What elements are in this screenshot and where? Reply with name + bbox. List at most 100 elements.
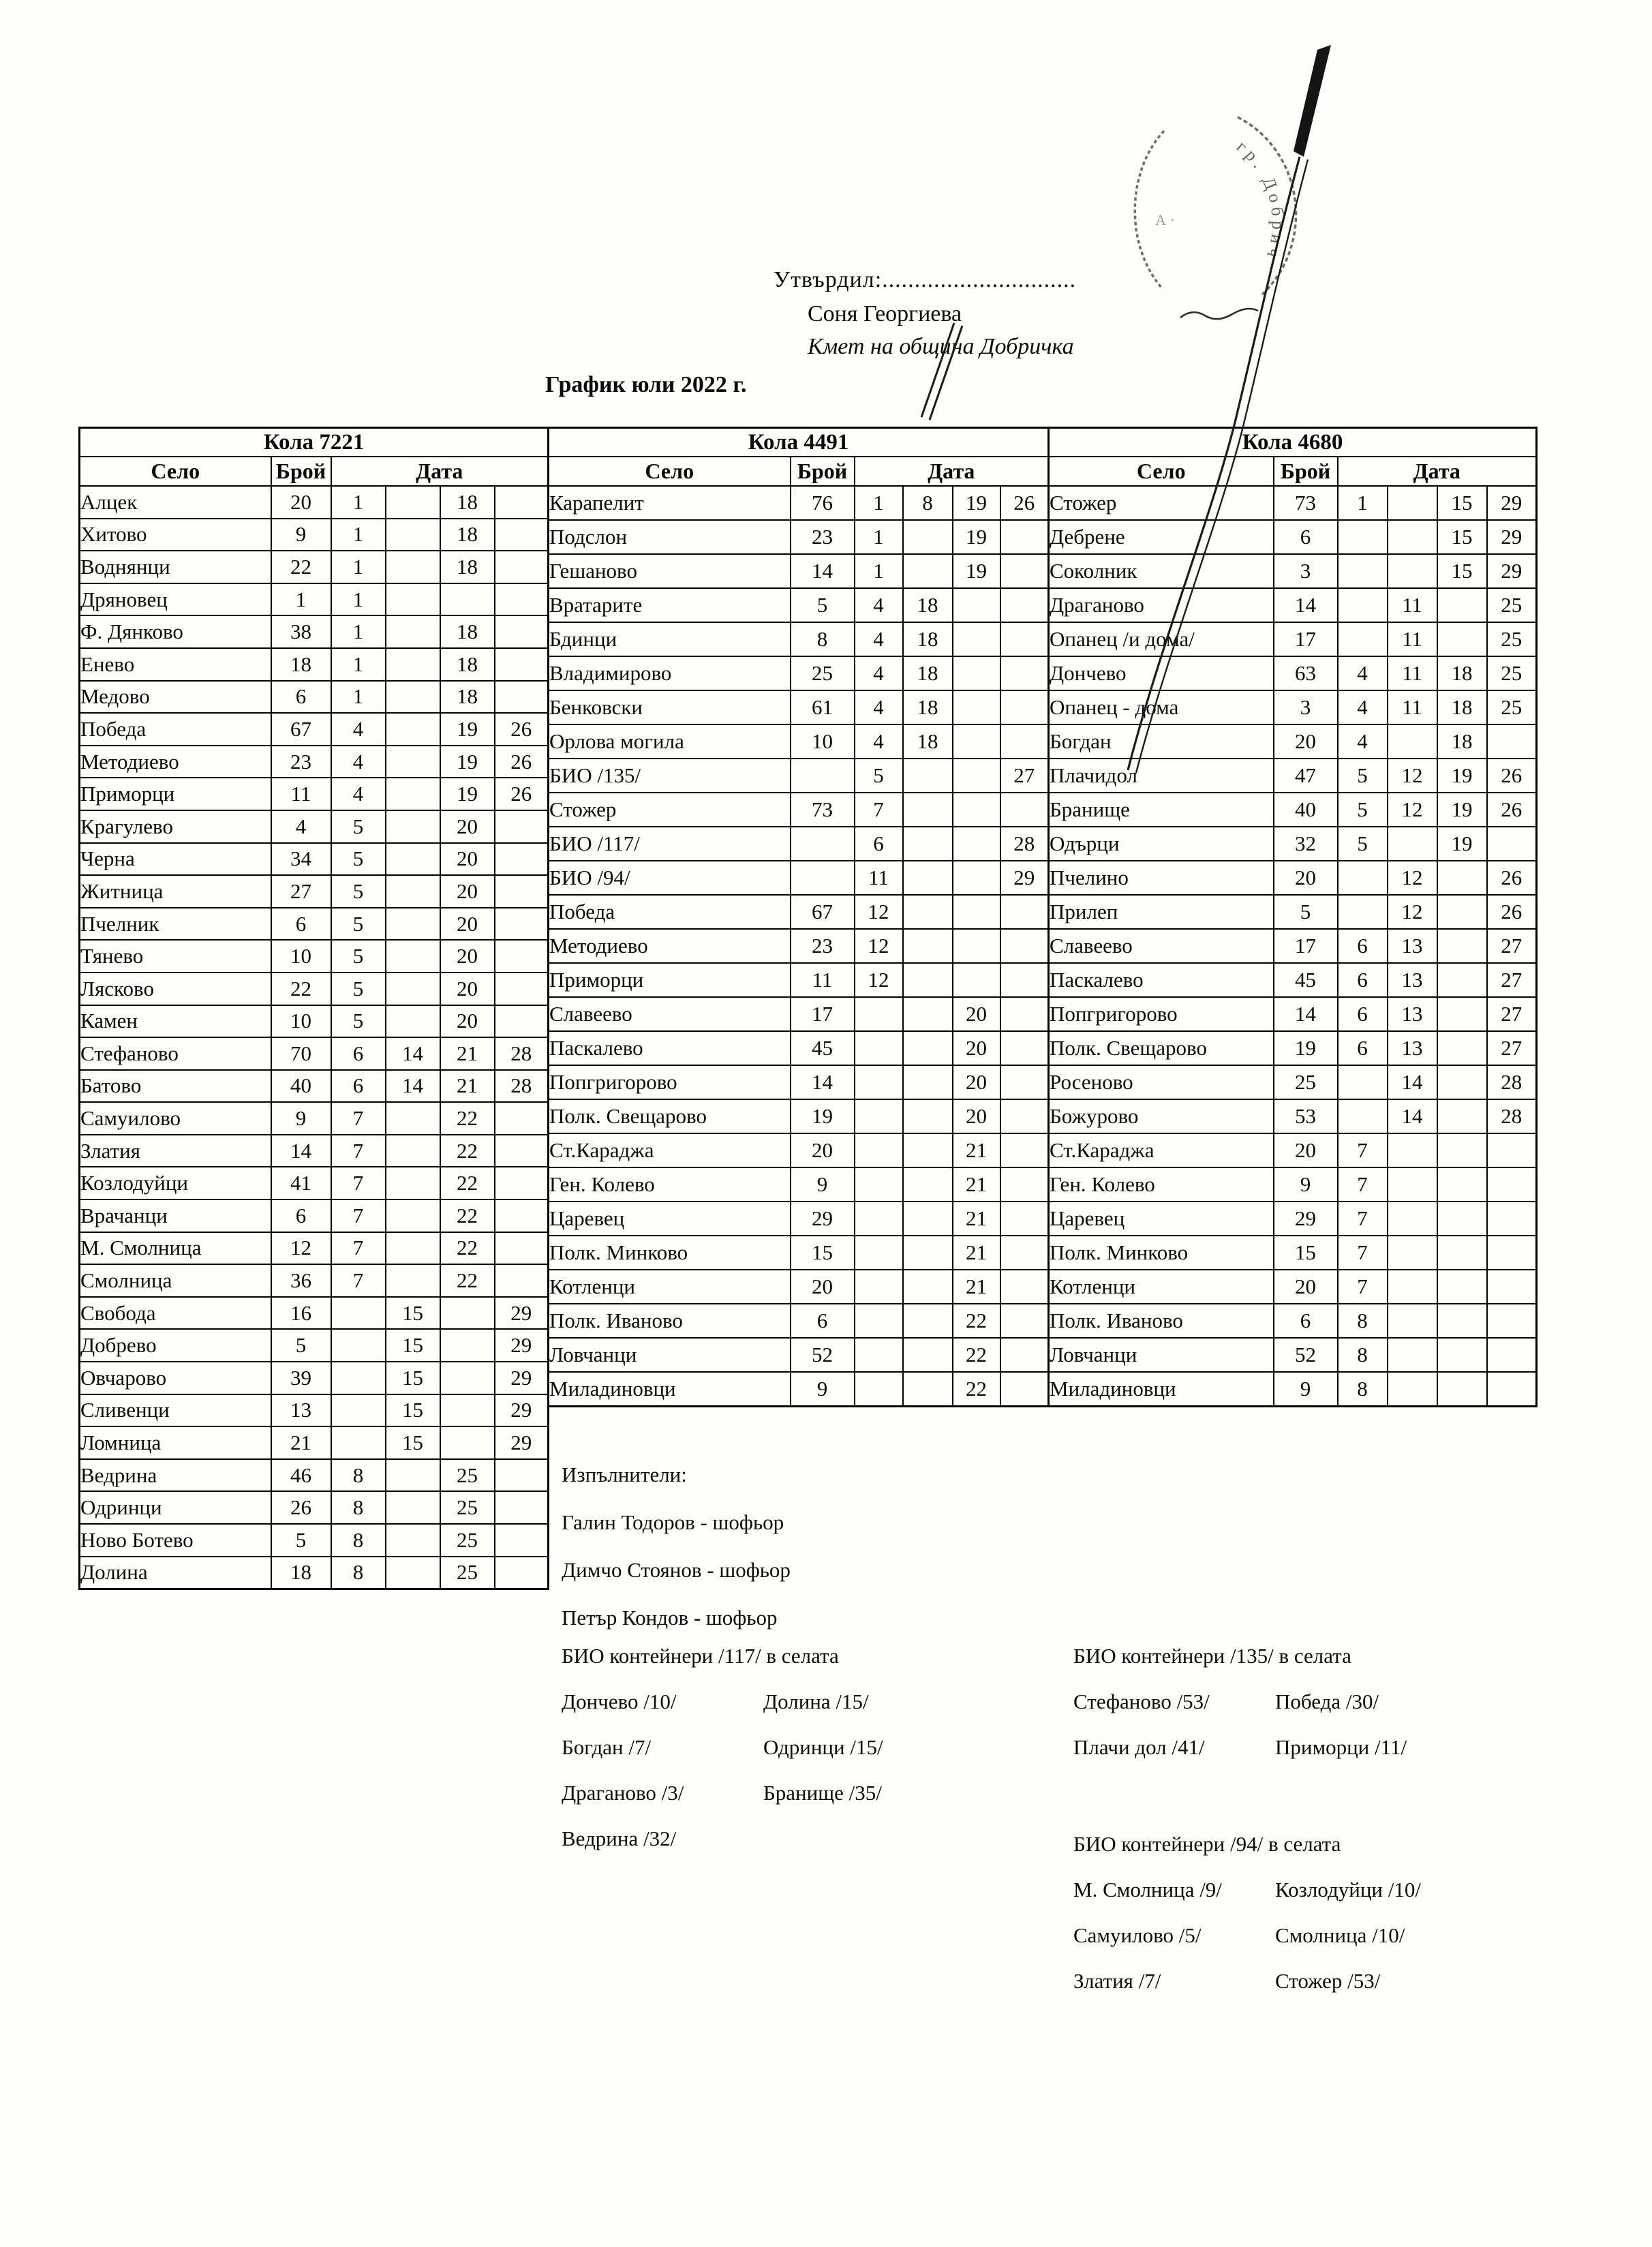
village-cell: Дряновец <box>78 582 272 617</box>
table-row: Приморци 11 4 19 26 <box>78 777 549 811</box>
date-cell-4 <box>493 874 549 908</box>
date-cell-1 <box>853 1133 904 1168</box>
date-cell-2 <box>902 1030 953 1066</box>
date-cell-4: 25 <box>1486 656 1538 691</box>
date-cell-1 <box>853 1201 904 1236</box>
date-cell-4: 27 <box>1486 996 1538 1032</box>
bio-117-block: БИО контейнери /117/ в селата Дончево /1… <box>562 1644 984 1872</box>
table-row: Полк. Иваново 6 22 <box>547 1303 1050 1339</box>
count-cell: 5 <box>270 1523 332 1557</box>
date-cell-3 <box>951 826 1001 861</box>
date-cell-3 <box>1436 1337 1488 1373</box>
date-cell-1: 1 <box>330 485 386 519</box>
village-cell: Воднянци <box>78 550 272 584</box>
car-title: Кола 4680 <box>1047 427 1538 457</box>
date-cell-2 <box>384 647 441 682</box>
village-cell: Попгригорово <box>1047 996 1274 1032</box>
date-cell-1: 4 <box>853 690 904 725</box>
count-cell: 17 <box>1272 622 1339 657</box>
bio-village-left: Ведрина /32/ <box>562 1826 677 1850</box>
date-cell-4: 29 <box>1486 519 1538 555</box>
date-cell-1: 7 <box>853 792 904 827</box>
date-cell-4 <box>999 622 1050 657</box>
date-cell-1: 7 <box>1336 1167 1388 1202</box>
date-cell-3: 20 <box>439 939 495 973</box>
date-cell-2: 11 <box>1386 622 1438 657</box>
village-cell: Ловчанци <box>1047 1337 1274 1373</box>
date-cell-2 <box>384 1133 441 1168</box>
bio-row: Плачи дол /41/ Приморци /11/ <box>1073 1735 1496 1781</box>
date-cell-3 <box>1436 996 1488 1032</box>
date-cell-1: 4 <box>1336 656 1388 691</box>
count-cell: 23 <box>789 928 855 964</box>
count-cell: 38 <box>270 615 332 649</box>
date-cell-1: 8 <box>1336 1303 1388 1339</box>
table-row: Козлодуйци 41 7 22 <box>78 1166 549 1201</box>
village-cell: Бенковски <box>547 690 791 725</box>
date-cell-3 <box>1436 587 1488 623</box>
date-cell-2 <box>384 1264 441 1298</box>
approver-role: Кмет на община Добричка <box>808 334 1074 359</box>
date-cell-3 <box>951 962 1001 998</box>
count-cell: 17 <box>789 996 855 1032</box>
table-row: Врачанци 6 7 22 <box>78 1199 549 1233</box>
col-header-count: Брой <box>1272 456 1339 487</box>
date-cell-3 <box>439 1296 495 1330</box>
date-cell-1: 6 <box>1336 962 1388 998</box>
date-cell-1: 1 <box>330 550 386 584</box>
date-cell-1 <box>853 1065 904 1100</box>
date-cell-4: 26 <box>493 712 549 746</box>
col-header-village: Село <box>78 456 272 487</box>
date-cell-1: 11 <box>853 860 904 896</box>
date-cell-2 <box>902 996 953 1032</box>
date-cell-3 <box>1436 1133 1488 1168</box>
date-cell-2 <box>1386 1235 1438 1270</box>
count-cell: 3 <box>1272 553 1339 589</box>
count-cell: 6 <box>789 1303 855 1339</box>
count-cell: 6 <box>270 679 332 714</box>
date-cell-2 <box>902 1269 953 1304</box>
date-cell-3 <box>1436 894 1488 930</box>
table-row: Паскалево 45 6 13 27 <box>1047 962 1538 998</box>
date-cell-1 <box>853 1167 904 1202</box>
table-row: Царевец 29 21 <box>547 1201 1050 1236</box>
table-row: Вратарите 5 4 18 <box>547 587 1050 623</box>
table-row: Бенковски 61 4 18 <box>547 690 1050 725</box>
bio-135-title: БИО контейнери /135/ в селата <box>1073 1644 1351 1668</box>
table-row: Богдан 20 4 18 <box>1047 724 1538 759</box>
table-row: Полк. Свещарово 19 6 13 27 <box>1047 1030 1538 1066</box>
bio-135-list: Стефаново /53/ Победа /30/ Плачи дол /41… <box>1073 1690 1496 1781</box>
date-cell-3: 21 <box>951 1201 1001 1236</box>
date-cell-3: 22 <box>439 1101 495 1135</box>
date-cell-2 <box>1386 1303 1438 1339</box>
date-cell-2 <box>384 1231 441 1266</box>
date-cell-2: 18 <box>902 622 953 657</box>
village-cell: Полк. Минково <box>547 1235 791 1270</box>
table-row: Попгригорово 14 20 <box>547 1065 1050 1100</box>
date-cell-3 <box>439 1393 495 1428</box>
count-cell: 20 <box>270 485 332 519</box>
count-cell: 36 <box>270 1264 332 1298</box>
date-cell-3: 18 <box>439 485 495 519</box>
table-row: Ф. Дянково 38 1 18 <box>78 615 549 649</box>
village-cell: Житница <box>78 874 272 908</box>
date-cell-1: 1 <box>853 485 904 521</box>
village-cell: Долина <box>78 1555 272 1590</box>
date-cell-3 <box>1436 928 1488 964</box>
date-cell-2 <box>384 1004 441 1039</box>
date-cell-3 <box>439 1361 495 1395</box>
count-cell: 15 <box>789 1235 855 1270</box>
date-cell-1: 4 <box>1336 690 1388 725</box>
count-cell: 16 <box>270 1296 332 1330</box>
village-cell: Паскалево <box>547 1030 791 1066</box>
date-cell-1: 1 <box>330 679 386 714</box>
date-cell-1 <box>330 1426 386 1460</box>
executor-item: Димчо Стоянов - шофьор <box>562 1558 791 1582</box>
date-cell-2 <box>384 485 441 519</box>
date-cell-3: 25 <box>439 1555 495 1590</box>
village-cell: Крагулево <box>78 809 272 844</box>
date-cell-3: 19 <box>1436 792 1488 827</box>
village-cell: Медово <box>78 679 272 714</box>
table-row: Крагулево 4 5 20 <box>78 809 549 844</box>
